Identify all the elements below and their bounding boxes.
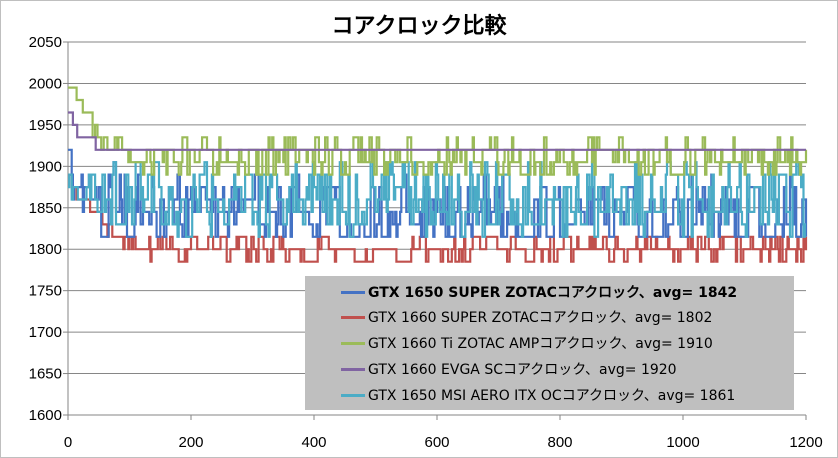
legend-swatch	[341, 291, 365, 294]
chart-title: コアクロック比較	[331, 14, 507, 39]
series-line-1	[68, 173, 808, 263]
y-tick-label: 1900	[29, 158, 62, 175]
legend-label: GTX 1660 Ti ZOTAC AMPコアクロック、avg= 1910	[368, 336, 713, 352]
legend-item-1650-super-zotac: GTX 1650 SUPER ZOTACコアクロック、avg= 1842	[305, 281, 794, 303]
axes	[63, 41, 807, 420]
legend-label: GTX 1650 SUPER ZOTACコアクロック、avg= 1842	[368, 285, 738, 301]
series-line-0	[68, 148, 808, 238]
y-tick-label: 1650	[29, 366, 62, 383]
y-tick-label: 1750	[29, 283, 62, 300]
series-line-2	[68, 86, 808, 176]
y-tick-label: 1700	[29, 324, 62, 341]
x-tick-label: 200	[178, 434, 203, 451]
legend-item-1650-msi-aero: GTX 1650 MSI AERO ITX OCコアクロック、avg= 1861	[305, 384, 794, 406]
legend-label: GTX 1660 SUPER ZOTACコアクロック、avg= 1802	[368, 310, 713, 326]
legend-swatch	[341, 368, 365, 371]
y-tick-label: 1950	[29, 117, 62, 134]
x-tick-label: 400	[301, 434, 326, 451]
series-line-4	[68, 161, 806, 238]
series-line-3	[68, 111, 806, 151]
legend-label: GTX 1660 EVGA SCコアクロック、avg= 1920	[368, 362, 677, 378]
y-tick-label: 1850	[29, 200, 62, 217]
x-tick-label: 600	[424, 434, 449, 451]
tick-labels: 1600165017001750180018501900195020002050…	[29, 34, 823, 451]
y-tick-label: 1600	[29, 407, 62, 424]
y-tick-label: 2000	[29, 75, 62, 92]
legend-swatch	[341, 316, 365, 319]
legend-label: GTX 1650 MSI AERO ITX OCコアクロック、avg= 1861	[368, 388, 736, 404]
x-tick-label: 1000	[666, 434, 699, 451]
x-tick-label: 800	[547, 434, 572, 451]
legend: GTX 1650 SUPER ZOTACコアクロック、avg= 1842 GTX…	[305, 276, 794, 410]
x-tick-label: 0	[64, 434, 72, 451]
x-tick-label: 1200	[789, 434, 822, 451]
legend-swatch	[341, 342, 365, 345]
legend-swatch	[341, 394, 365, 397]
y-tick-label: 1800	[29, 241, 62, 258]
legend-item-1660-super-zotac: GTX 1660 SUPER ZOTACコアクロック、avg= 1802	[305, 306, 794, 328]
series-lines	[68, 86, 808, 263]
legend-item-1660-evga-sc: GTX 1660 EVGA SCコアクロック、avg= 1920	[305, 358, 794, 380]
legend-item-1660ti-zotac-amp: GTX 1660 Ti ZOTAC AMPコアクロック、avg= 1910	[305, 332, 794, 354]
y-tick-label: 2050	[29, 34, 62, 51]
